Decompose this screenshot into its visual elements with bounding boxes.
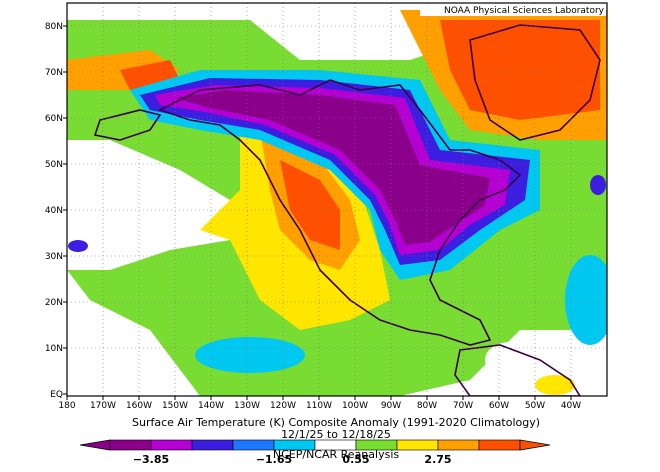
anomaly-patch-white-1 xyxy=(485,342,535,378)
lon-label: 120W xyxy=(270,401,296,411)
colorbar xyxy=(79,439,551,451)
coastlines xyxy=(93,24,601,396)
lon-label: 110W xyxy=(306,401,332,411)
map-frame xyxy=(66,2,608,397)
colorbar-swatch xyxy=(109,439,152,451)
lat-label: 30N xyxy=(45,252,63,262)
lon-label: 100W xyxy=(342,401,368,411)
anomaly-field xyxy=(67,3,607,396)
lon-label: 160W xyxy=(126,401,152,411)
latitude-labels: 80N 70N 60N 50N 40N 30N 20N 10N EQ xyxy=(45,22,67,400)
lon-label: 180 xyxy=(58,401,75,411)
anomaly-patch-blue-1 xyxy=(68,240,88,252)
graticule xyxy=(67,3,607,396)
lat-label: EQ xyxy=(50,390,63,400)
lat-label: 10N xyxy=(45,344,63,354)
colorbar-swatch xyxy=(191,439,234,451)
coastline-south-america xyxy=(454,344,581,396)
colorbar-swatch xyxy=(150,439,193,451)
lat-label: 40N xyxy=(45,206,63,216)
anomaly-band-purple-cold xyxy=(175,90,490,245)
lon-label: 50W xyxy=(525,401,545,411)
lat-label: 80N xyxy=(45,22,63,32)
colorbar-tick-label: 2.75 xyxy=(424,453,451,466)
colorbar-swatch xyxy=(437,439,480,451)
lon-label: 140W xyxy=(198,401,224,411)
colorbar-right-arrow xyxy=(519,439,551,451)
anomaly-patch-blue-2 xyxy=(590,175,606,195)
colorbar-tick-label: −1.65 xyxy=(256,453,292,466)
anomaly-band-red-west xyxy=(280,160,340,250)
colorbar-swatch xyxy=(478,439,521,451)
colorbar-labels: −3.85 −1.65 0.55 2.75 xyxy=(133,453,452,466)
lon-label: 70W xyxy=(453,401,473,411)
longitude-labels: 180 170W 160W 150W 140W 130W 120W 110W 100W 90W 80… xyxy=(58,396,581,411)
credit-label: NOAA Physical Sciences Laboratory xyxy=(444,6,605,16)
coastline-greenland xyxy=(469,24,601,141)
anomaly-band-white-pacific xyxy=(67,140,230,270)
lon-label: 40W xyxy=(561,401,581,411)
figure-title: Surface Air Temperature (K) Composite An… xyxy=(132,416,540,429)
lon-label: 150W xyxy=(162,401,188,411)
figure-date-range: 12/1/25 to 12/18/25 xyxy=(281,428,391,441)
coastline-alaska xyxy=(93,109,162,141)
anomaly-patch-yellow-1 xyxy=(535,375,575,395)
lon-label: 80W xyxy=(417,401,437,411)
lat-label: 70N xyxy=(45,68,63,78)
anomaly-band-white-south xyxy=(67,320,170,396)
colorbar-left-arrow xyxy=(79,439,111,451)
lon-label: 90W xyxy=(381,401,401,411)
lon-label: 130W xyxy=(234,401,260,411)
colorbar-swatch xyxy=(232,439,275,451)
credit-box xyxy=(420,4,606,16)
coastline-north-america xyxy=(157,79,522,346)
lat-label: 50N xyxy=(45,160,63,170)
colorbar-tick-label: 0.55 xyxy=(342,453,369,466)
figure-source: NCEP/NCAR Reanalysis xyxy=(273,448,399,461)
lon-label: 170W xyxy=(90,401,116,411)
lat-label: 60N xyxy=(45,114,63,124)
lon-label: 60W xyxy=(489,401,509,411)
anomaly-patch-cyan-1 xyxy=(195,337,305,373)
lat-label: 20N xyxy=(45,298,63,308)
colorbar-tick-label: −3.85 xyxy=(133,453,169,466)
colorbar-swatch xyxy=(396,439,439,451)
anomaly-patch-cyan-2 xyxy=(565,255,607,345)
